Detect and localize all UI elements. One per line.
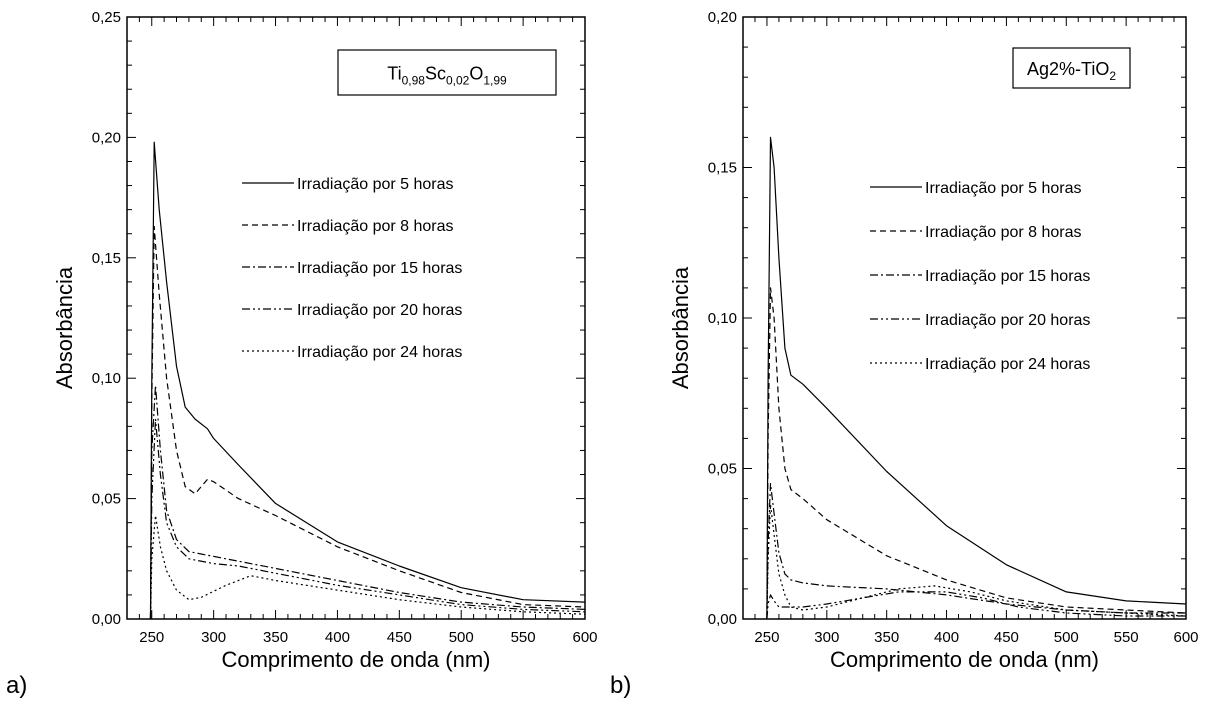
legend-label: Irradiação por 20 horas: [297, 302, 462, 319]
legend: Irradiação por 5 horas Irradiação por 8 h…: [242, 176, 462, 361]
chart-panel-b: 250 300 350 400 450 500 550 600 0,00 0,05 0,10 0,15…: [668, 9, 1199, 672]
y-tick-label: 0,10: [92, 370, 121, 387]
series-line-3: [149, 384, 586, 620]
legend-label: Irradiação por 24 horas: [297, 344, 462, 361]
y-tick-label: 0,00: [92, 611, 121, 628]
sample-label: Ti0,98Sc0,02O1,99: [387, 64, 507, 88]
legend-label: Irradiação por 5 horas: [297, 176, 454, 193]
y-axis-title: Absorbância: [52, 266, 77, 389]
x-tick-label: 550: [511, 629, 536, 646]
x-tick-label: 350: [874, 629, 899, 646]
legend-label: Irradiação por 20 horas: [925, 312, 1090, 329]
x-tick-label: 250: [139, 629, 164, 646]
y-tick-label: 0,25: [92, 9, 121, 26]
panel-label-a: a): [6, 672, 28, 699]
x-tick-label: 500: [1054, 629, 1079, 646]
y-tick-label: 0,15: [92, 250, 121, 267]
legend-label: Irradiação por 15 horas: [297, 260, 462, 277]
x-tick-label: 500: [449, 629, 474, 646]
series-line-3: [766, 483, 1186, 620]
series-line-2: [766, 287, 1187, 620]
legend: Irradiação por 5 horas Irradiação por 8 h…: [870, 180, 1090, 373]
y-axis-title: Absorbância: [668, 266, 693, 389]
x-tick-label: 350: [263, 629, 288, 646]
x-tick-label: 600: [1173, 629, 1198, 646]
legend-label: Irradiação por 5 horas: [925, 180, 1082, 197]
sample-label-box: [1012, 47, 1131, 89]
sample-label: Ag2%-TiO2: [1027, 59, 1116, 83]
series-line-4: [149, 418, 586, 620]
legend-label: Irradiação por 8 horas: [925, 224, 1082, 241]
chart-panel-a: 250 300 350 400 450 500 550 600 0,00 0,05 0,10 0,15…: [52, 9, 598, 672]
series-line-1: [149, 141, 586, 620]
legend-label: Irradiação por 8 horas: [297, 218, 454, 235]
sample-label-box: [337, 49, 557, 96]
y-tick-label: 0,20: [92, 129, 121, 146]
x-tick-label: 550: [1114, 629, 1139, 646]
x-tick-label: 400: [325, 629, 350, 646]
x-tick-label: 600: [572, 629, 597, 646]
plot-frame: [126, 16, 586, 620]
y-tick-label: 0,05: [92, 491, 121, 508]
x-tick-label: 300: [814, 629, 839, 646]
series-line-4: [766, 591, 1186, 620]
x-tick-label: 300: [201, 629, 226, 646]
x-tick-label: 250: [754, 629, 779, 646]
panel-label-b: b): [610, 672, 632, 699]
y-tick-label: 0,00: [708, 611, 737, 628]
y-tick-label: 0,15: [708, 160, 737, 177]
x-axis-title: Comprimento de onda (nm): [221, 647, 490, 672]
x-tick-label: 450: [994, 629, 1019, 646]
x-tick-label: 400: [934, 629, 959, 646]
series-line-2: [149, 225, 586, 620]
legend-label: Irradiação por 24 horas: [925, 356, 1090, 373]
x-tick-label: 450: [387, 629, 412, 646]
series-line-1: [766, 136, 1187, 620]
y-tick-label: 0,20: [708, 9, 737, 26]
x-axis-title: Comprimento de onda (nm): [830, 647, 1099, 672]
y-tick-label: 0,05: [708, 461, 737, 478]
series-line-5: [149, 514, 586, 620]
y-tick-label: 0,10: [708, 310, 737, 327]
series-line-5: [766, 504, 1187, 620]
legend-label: Irradiação por 15 horas: [925, 268, 1090, 285]
